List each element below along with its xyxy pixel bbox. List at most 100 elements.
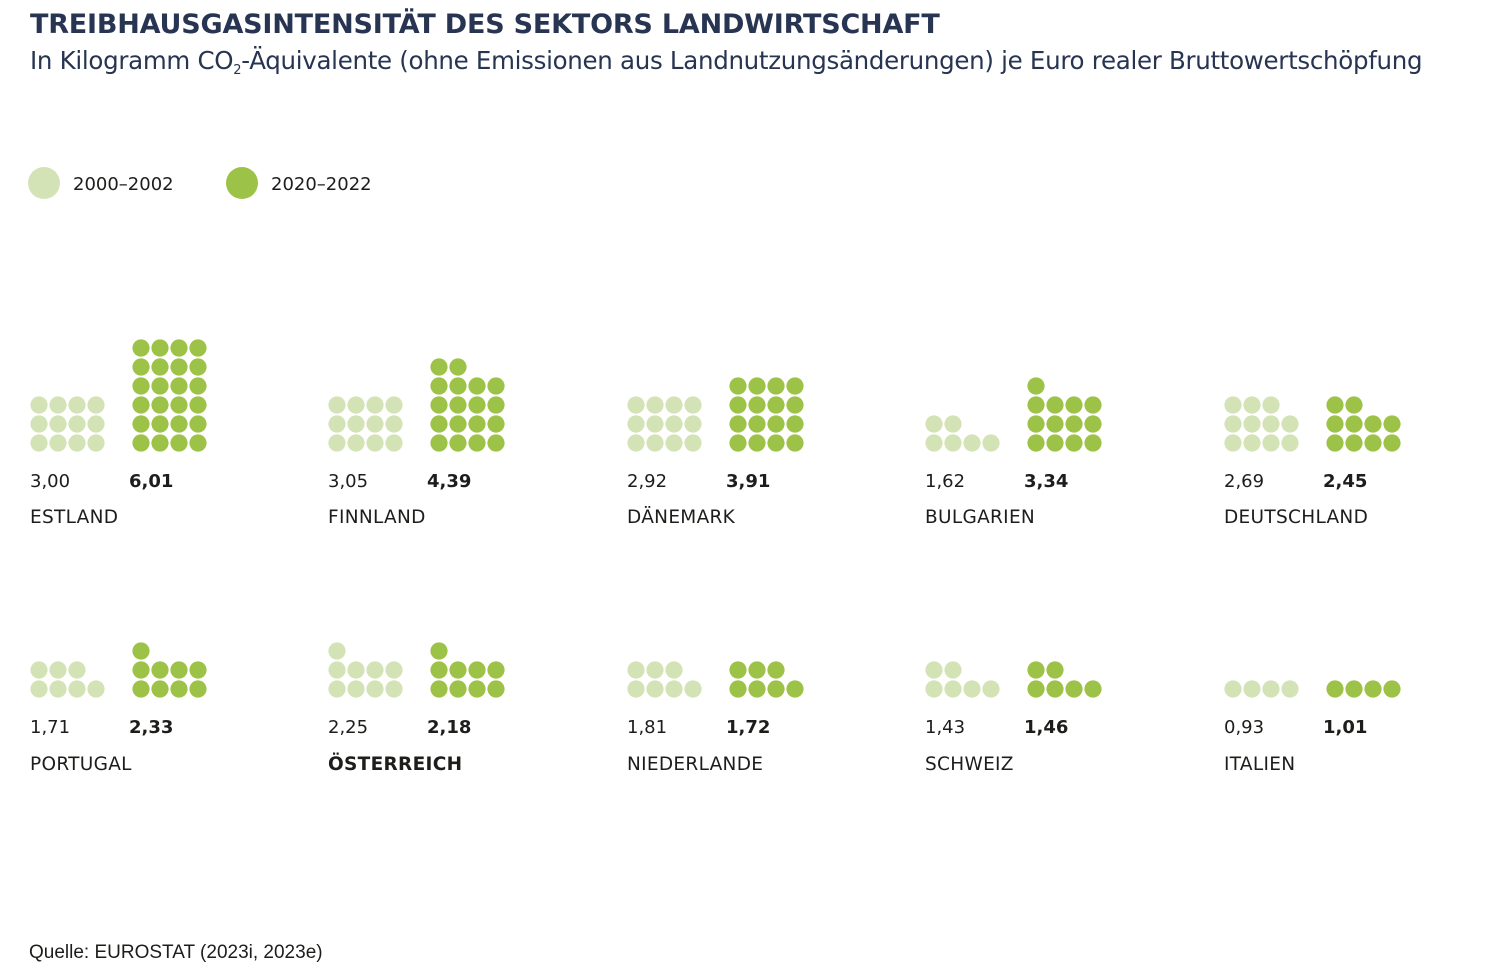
portugal-2020-dot [132, 642, 150, 660]
estland-2020-dot [189, 396, 207, 414]
schweiz-2020-dot [1084, 680, 1102, 698]
finnland-value-2000: 3,05 [328, 471, 368, 492]
deutschland-2000-dot [1243, 396, 1261, 414]
estland-2020-dot [170, 358, 188, 376]
estland-2000-dot [68, 434, 86, 452]
portugal-value-2020: 2,33 [129, 717, 173, 738]
oesterreich-2000-dot [347, 680, 365, 698]
portugal-2020-dot [189, 680, 207, 698]
portugal-2000-dot [68, 680, 86, 698]
daenemark-2000-dot [684, 415, 702, 433]
portugal-2020-dot [151, 680, 169, 698]
daenemark-2020-dot [729, 396, 747, 414]
estland-2000-dot [87, 434, 105, 452]
deutschland-2020-dot [1326, 415, 1344, 433]
deutschland-2020-dot [1383, 434, 1401, 452]
niederlande-2020-dot [729, 661, 747, 679]
niederlande-2000-dot [627, 680, 645, 698]
niederlande-2020-dot [786, 680, 804, 698]
deutschland-2020-dot [1364, 434, 1382, 452]
estland-2020-dot [151, 434, 169, 452]
deutschland-2000-dot [1281, 415, 1299, 433]
estland-2020-dot [132, 434, 150, 452]
estland-2020-dot [151, 415, 169, 433]
italien-2000-dot [1224, 680, 1242, 698]
estland-2000-dot [49, 434, 67, 452]
finnland-2000-dot [347, 396, 365, 414]
deutschland-2000-dot [1262, 415, 1280, 433]
niederlande-label: NIEDERLANDE [627, 754, 763, 775]
deutschland-label: DEUTSCHLAND [1224, 507, 1368, 528]
deutschland-2000-dot [1224, 434, 1242, 452]
source-note: Quelle: EUROSTAT (2023i, 2023e) [29, 942, 323, 963]
finnland-2000-dot [347, 415, 365, 433]
estland-2000-dot [87, 415, 105, 433]
bulgarien-value-2000: 1,62 [925, 471, 965, 492]
estland-2020-dot [132, 339, 150, 357]
finnland-2020-dot [468, 434, 486, 452]
oesterreich-2020-dot [449, 661, 467, 679]
portugal-2020-dot [170, 661, 188, 679]
estland-2000-dot [30, 434, 48, 452]
country-group-oesterreich: 2,25 2,18 ÖSTERREICH [328, 642, 505, 775]
finnland-2020-dot [430, 396, 448, 414]
italien-2020-dot [1383, 680, 1401, 698]
estland-2020-dot [151, 358, 169, 376]
portugal-2020-dot [151, 661, 169, 679]
portugal-2000-dot [49, 680, 67, 698]
deutschland-2000-dot [1262, 434, 1280, 452]
italien-2020-dot [1326, 680, 1344, 698]
schweiz-2000-dot [982, 680, 1000, 698]
bulgarien-2020-dot [1084, 396, 1102, 414]
portugal-label: PORTUGAL [30, 754, 132, 775]
daenemark-2020-dot [767, 434, 785, 452]
bulgarien-2020-dot [1084, 434, 1102, 452]
estland-2020-dot [189, 434, 207, 452]
niederlande-2000-dot [665, 680, 683, 698]
deutschland-2000-dot [1243, 415, 1261, 433]
deutschland-2000-dot [1224, 415, 1242, 433]
niederlande-value-2020: 1,72 [726, 717, 770, 738]
daenemark-2020-dot [786, 377, 804, 395]
finnland-2000-dot [328, 415, 346, 433]
italien-2020-dot [1364, 680, 1382, 698]
deutschland-2000-dot [1262, 396, 1280, 414]
daenemark-2000-dot [684, 434, 702, 452]
bulgarien-2020-dot [1065, 396, 1083, 414]
italien-value-2020: 1,01 [1323, 717, 1367, 738]
country-group-estland: 3,00 6,01 ESTLAND [30, 339, 207, 528]
schweiz-2000-dot [925, 661, 943, 679]
finnland-2000-dot [366, 396, 384, 414]
schweiz-2020-dot [1046, 661, 1064, 679]
niederlande-2020-dot [767, 680, 785, 698]
bulgarien-2000-dot [944, 434, 962, 452]
daenemark-2020-dot [748, 396, 766, 414]
estland-2000-dot [30, 396, 48, 414]
schweiz-2020-dot [1027, 661, 1045, 679]
finnland-2000-dot [385, 415, 403, 433]
daenemark-2000-dot [684, 396, 702, 414]
oesterreich-2000-dot [385, 680, 403, 698]
estland-2020-dot [170, 377, 188, 395]
daenemark-2020-dot [748, 434, 766, 452]
bulgarien-2000-dot [982, 434, 1000, 452]
finnland-2020-dot [430, 415, 448, 433]
portugal-2020-dot [189, 661, 207, 679]
schweiz-label: SCHWEIZ [925, 754, 1014, 775]
oesterreich-2020-dot [487, 661, 505, 679]
portugal-2000-dot [49, 661, 67, 679]
finnland-2000-dot [385, 396, 403, 414]
oesterreich-2000-dot [347, 661, 365, 679]
estland-2020-dot [132, 358, 150, 376]
italien-2000-dot [1243, 680, 1261, 698]
finnland-2020-dot [487, 377, 505, 395]
daenemark-2020-dot [767, 415, 785, 433]
finnland-2020-dot [449, 415, 467, 433]
niederlande-2000-dot [627, 661, 645, 679]
italien-2020-dot [1345, 680, 1363, 698]
deutschland-2020-dot [1345, 434, 1363, 452]
country-group-deutschland: 2,69 2,45 DEUTSCHLAND [1224, 396, 1401, 528]
bulgarien-2020-dot [1027, 396, 1045, 414]
bulgarien-label: BULGARIEN [925, 507, 1035, 528]
